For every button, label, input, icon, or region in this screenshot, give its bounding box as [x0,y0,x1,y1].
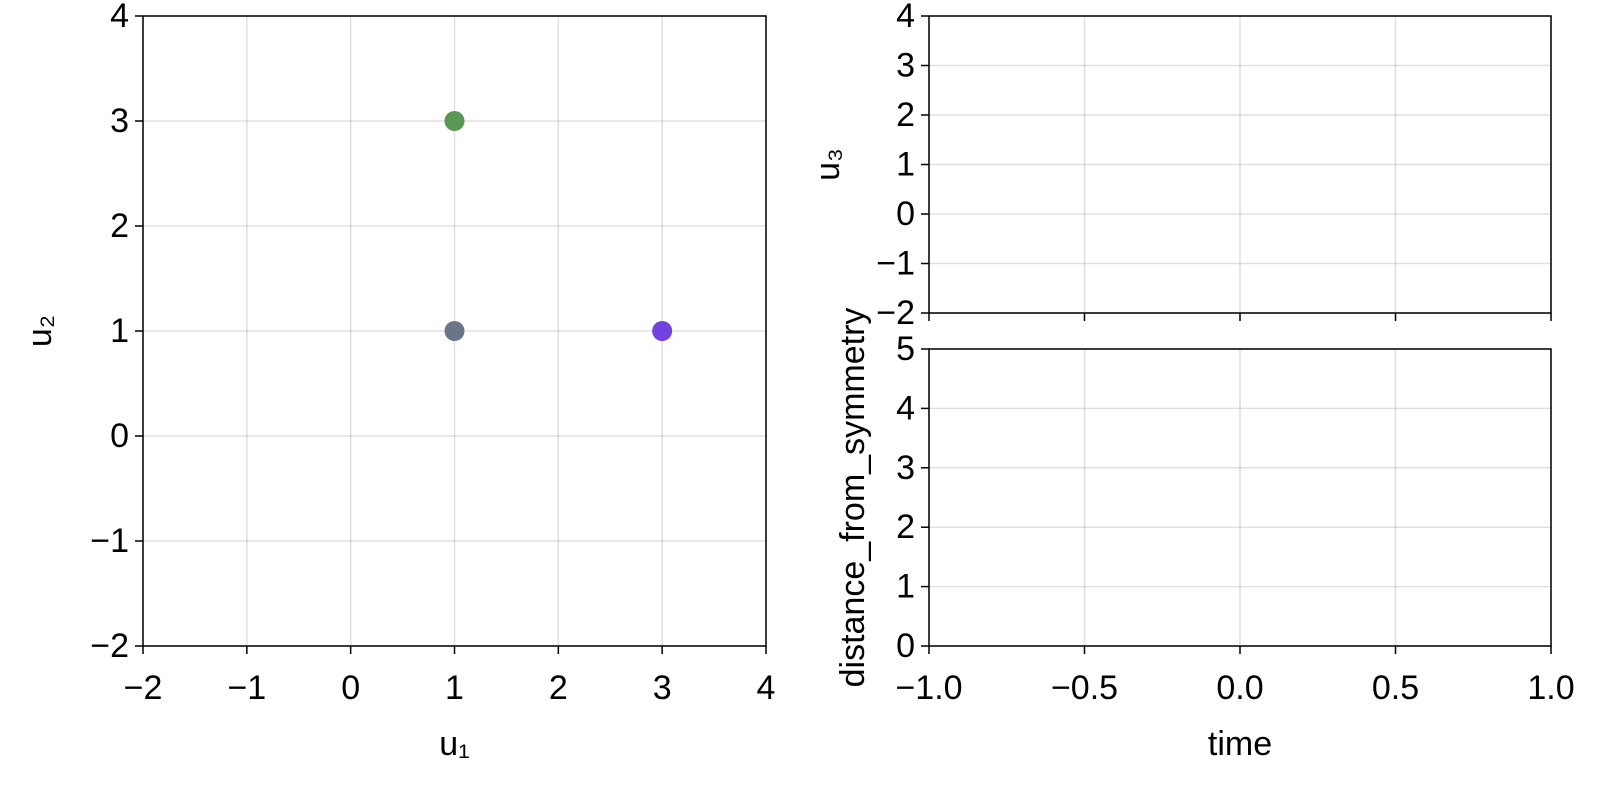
y-axis-label: u₂ [21,315,59,347]
y-tick-label: 3 [896,449,915,487]
y-tick-label: 0 [896,627,915,665]
x-tick-label: 2 [549,669,568,707]
y-tick-label: 1 [896,568,915,606]
y-tick-label: 1 [110,312,129,350]
y-tick-label: 0 [896,195,915,233]
y-tick-label: −1 [90,522,129,560]
y-tick-label: 4 [896,389,915,427]
axes-frame [928,348,1552,647]
y-tick-label: 2 [896,508,915,546]
y-axis-label: distance_from_symmetry [834,308,872,688]
axes-frame [928,15,1552,314]
y-tick-label: 4 [896,0,915,35]
x-tick-label: 3 [653,669,672,707]
x-tick-label: 0 [341,669,360,707]
scatter-point [652,321,673,341]
x-tick-label: 1.0 [1527,669,1574,707]
y-tick-label: −2 [876,294,915,332]
x-tick-label: −1 [227,669,266,707]
x-tick-label: 0.0 [1216,669,1263,707]
y-tick-label: 4 [110,0,129,35]
y-tick-label: 5 [896,330,915,368]
x-tick-label: −0.5 [1051,669,1118,707]
y-tick-label: −1 [876,244,915,282]
y-tick-label: 2 [896,96,915,134]
scatter-point [444,321,465,341]
scatter-point [444,111,465,131]
y-tick-label: 2 [110,207,129,245]
x-tick-label: 1 [445,669,464,707]
axes-frame [142,15,767,647]
y-tick-label: 1 [896,145,915,183]
y-tick-label: 3 [896,46,915,84]
x-tick-label: 0.5 [1372,669,1419,707]
y-axis-label: u₃ [809,148,847,181]
y-tick-label: 0 [110,417,129,455]
x-tick-label: −1.0 [895,669,962,707]
y-tick-label: 3 [110,102,129,140]
x-axis-label: time [1208,725,1272,763]
x-tick-label: −2 [124,669,163,707]
y-tick-label: −2 [90,627,129,665]
x-tick-label: 4 [757,669,776,707]
x-axis-label: u₁ [439,725,469,763]
